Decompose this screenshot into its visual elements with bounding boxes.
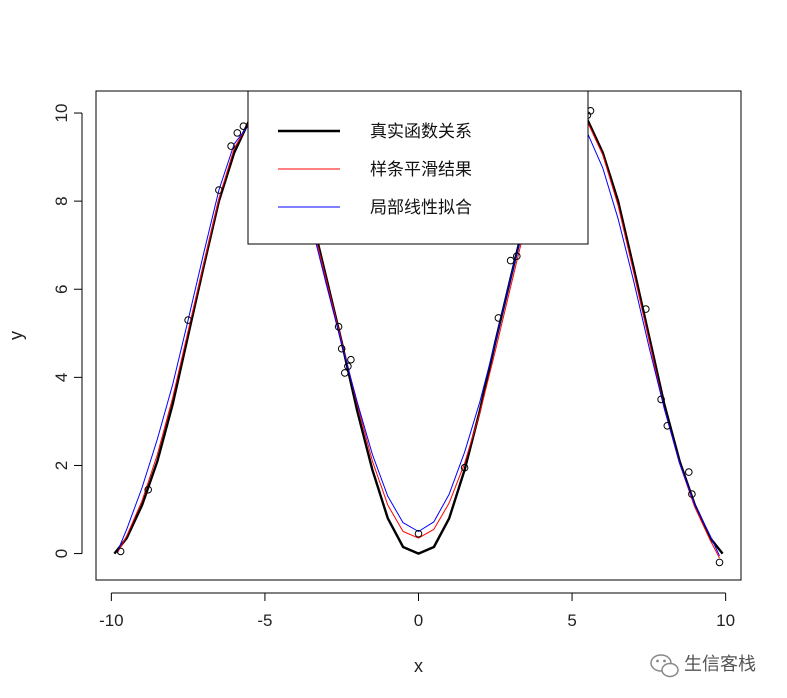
x-tick-label: -5 bbox=[257, 611, 272, 630]
data-point bbox=[657, 395, 665, 404]
data-point bbox=[344, 362, 352, 371]
y-tick-label: 4 bbox=[52, 373, 71, 382]
x-tick-label: 10 bbox=[716, 611, 735, 630]
wechat-icon bbox=[650, 654, 679, 678]
y-tick-label: 6 bbox=[52, 285, 71, 294]
data-point bbox=[685, 468, 693, 476]
series-layer bbox=[113, 111, 724, 559]
y-tick-label: 2 bbox=[52, 461, 71, 470]
y-tick-label: 0 bbox=[52, 549, 71, 558]
legend-box bbox=[247, 90, 589, 245]
x-axis-label: x bbox=[414, 656, 423, 676]
series-line-3 bbox=[117, 121, 720, 557]
data-point bbox=[227, 142, 235, 150]
data-point bbox=[715, 558, 724, 567]
x-tick-label: 0 bbox=[414, 611, 423, 630]
data-point bbox=[642, 305, 650, 313]
x-tick-label: -10 bbox=[99, 611, 124, 630]
axes: -10 -5 0 5 10 0 2 4 6 8 10 x y bbox=[6, 104, 735, 676]
x-tick-label: 5 bbox=[567, 611, 576, 630]
data-point bbox=[460, 463, 469, 472]
data-point bbox=[347, 355, 355, 364]
legend-label-2: 样条平滑结果 bbox=[370, 160, 472, 180]
data-point bbox=[233, 129, 242, 137]
data-point bbox=[513, 252, 521, 261]
data-point bbox=[688, 490, 696, 498]
data-point bbox=[215, 186, 223, 194]
data-point bbox=[663, 422, 672, 430]
watermark: 生信客栈 bbox=[650, 654, 756, 678]
legend-label-3: 局部线性拟合 bbox=[370, 198, 472, 218]
data-point bbox=[184, 316, 192, 324]
series-line-2 bbox=[117, 114, 720, 559]
data-point bbox=[334, 322, 343, 331]
data-point bbox=[337, 344, 346, 353]
legend-label-1: 真实函数关系 bbox=[370, 122, 472, 142]
y-tick-label: 8 bbox=[52, 196, 71, 205]
y-tick-label: 10 bbox=[52, 104, 71, 123]
data-point bbox=[239, 122, 248, 130]
y-axis-label: y bbox=[6, 331, 26, 340]
data-point bbox=[341, 369, 349, 377]
data-point bbox=[144, 485, 152, 494]
data-point bbox=[506, 256, 515, 265]
data-point bbox=[494, 314, 503, 322]
watermark-text: 生信客栈 bbox=[684, 654, 756, 675]
data-point bbox=[414, 529, 423, 538]
data-point bbox=[116, 547, 125, 556]
